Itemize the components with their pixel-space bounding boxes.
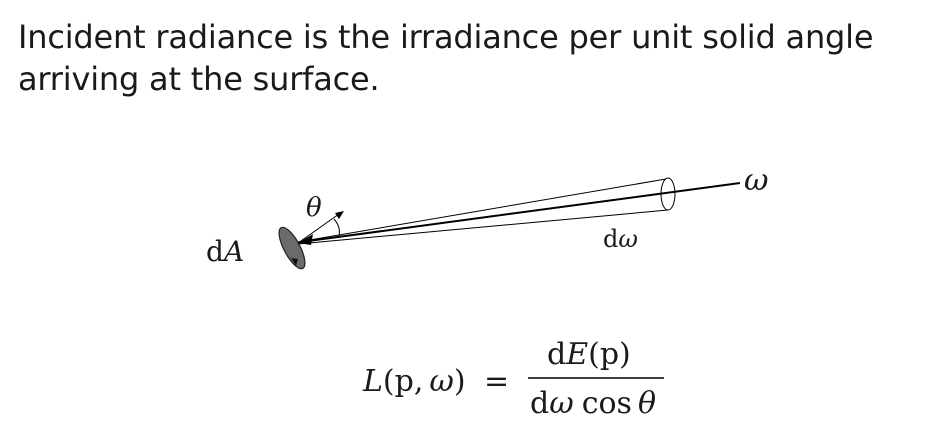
- normal-arrowhead: [335, 211, 344, 219]
- equation-numerator: dE(p): [547, 337, 631, 372]
- equation-equals: =: [484, 364, 509, 399]
- normal-arrow-line: [297, 213, 340, 244]
- cone-lower-edge: [297, 209, 669, 245]
- label-dA: dA: [206, 235, 244, 268]
- surface-marker: [291, 258, 298, 266]
- equation-denominator: dω cos θ: [530, 386, 656, 421]
- label-theta: θ: [306, 193, 322, 223]
- equation-lhs: L(p, ω): [362, 364, 466, 399]
- theta-arc: [333, 218, 340, 237]
- cone-upper-edge: [297, 178, 667, 243]
- label-omega: ω: [744, 163, 768, 198]
- radiance-equation: L(p, ω) = dE(p) dω cos θ: [362, 337, 664, 421]
- heading-line-2: arriving at the surface.: [18, 60, 380, 98]
- heading-line-1: Incident radiance is the irradiance per …: [18, 18, 874, 56]
- label-domega: dω: [603, 225, 638, 253]
- slide-heading: Incident radiance is the irradiance per …: [18, 16, 928, 100]
- surface-patch: [278, 226, 306, 270]
- incident-direction-line: [307, 182, 741, 242]
- incident-arrowhead: [298, 234, 313, 245]
